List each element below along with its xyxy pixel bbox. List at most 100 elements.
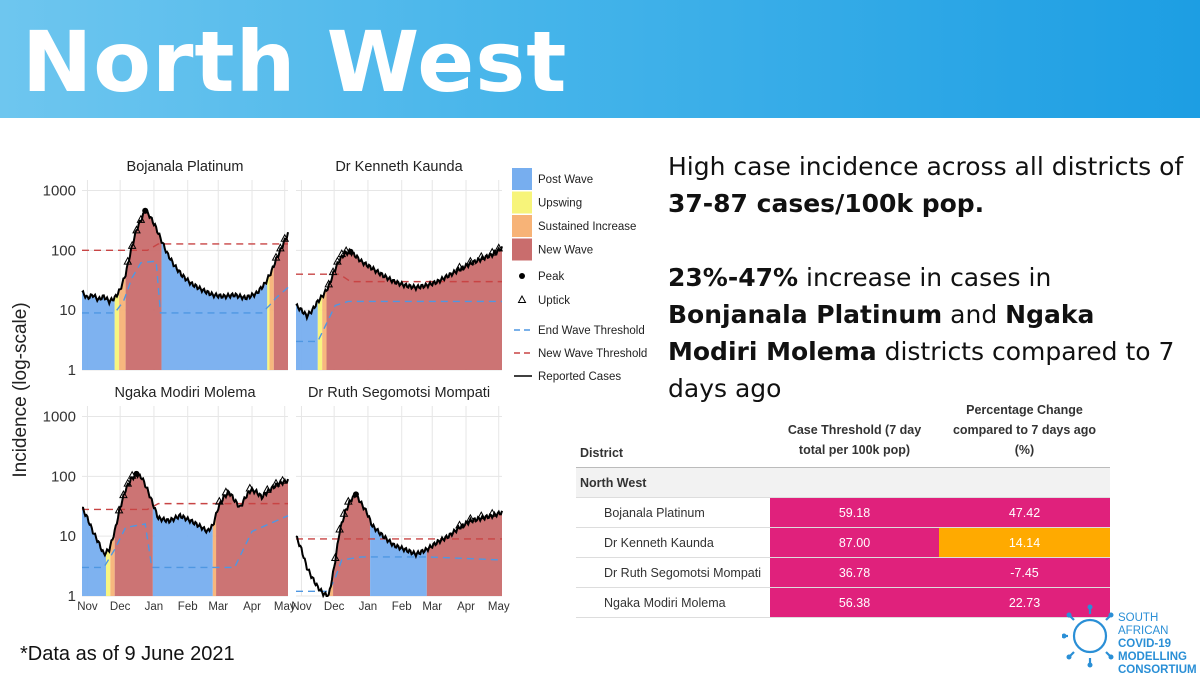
footnote: *Data as of 9 June 2021	[20, 643, 235, 665]
phase-area	[82, 292, 115, 370]
logo-text: SOUTH AFRICAN COVID-19 MODELLING CONSORT…	[1118, 612, 1200, 677]
phase-area	[216, 480, 288, 596]
logo-line: SOUTH AFRICAN	[1118, 612, 1169, 637]
phase-area	[161, 240, 268, 370]
x-tick-label: Apr	[457, 601, 475, 613]
phase-area	[317, 296, 323, 370]
table-row: Dr Kenneth Kaunda 87.00 14.14	[576, 527, 1110, 558]
end-wave-threshold-line	[296, 300, 502, 343]
incidence-charts: Incidence (log-scale) Bojanala Platinum 1 1…	[10, 159, 647, 613]
reported-cases-line	[295, 246, 503, 322]
district-name: Bojanala Platinum	[576, 497, 770, 528]
chart-panel: Dr Kenneth Kaunda	[295, 159, 504, 371]
table-group-row: North West	[576, 467, 1110, 498]
summary-text-part: and	[942, 300, 1006, 329]
uptick-marker	[136, 214, 146, 223]
column-header-change: Percentage Change compared to 7 days ago…	[939, 396, 1110, 468]
legend-label: Reported Cases	[538, 371, 621, 383]
x-tick-label: May	[274, 601, 296, 613]
end-wave-threshold-line	[296, 556, 503, 592]
peak-marker	[352, 491, 359, 498]
phase-area	[326, 247, 502, 370]
uptick-marker	[324, 279, 334, 288]
x-tick-label: Jan	[145, 601, 164, 613]
district-table: District Case Threshold (7 day total per…	[576, 396, 1110, 618]
phase-area	[82, 507, 106, 596]
new-wave-threshold-line	[296, 273, 502, 283]
logo-line: MODELLING	[1118, 651, 1187, 663]
y-tick-label: 1000	[43, 183, 76, 200]
x-tick-label: Dec	[324, 601, 345, 613]
uptick-marker	[271, 252, 281, 261]
uptick-marker	[487, 247, 497, 256]
phase-area	[426, 512, 502, 596]
uptick-marker	[245, 483, 255, 492]
table-row: Ngaka Modiri Molema 56.38 22.73	[576, 587, 1110, 618]
y-tick-label: 100	[51, 468, 76, 485]
uptick-marker	[132, 225, 141, 234]
legend-swatch	[512, 215, 532, 237]
logo-line: COVID-19	[1118, 638, 1172, 650]
phase-area	[333, 494, 371, 596]
uptick-marker	[455, 520, 464, 529]
x-tick-label: Mar	[422, 601, 442, 613]
legend-swatch	[512, 191, 532, 214]
y-tick-label: 10	[59, 528, 76, 545]
end-wave-threshold-line	[82, 260, 289, 314]
x-tick-label: Feb	[178, 601, 198, 613]
x-tick-label: Apr	[243, 601, 261, 613]
legend-label: Uptick	[538, 295, 570, 307]
threshold-cell: 36.78	[770, 557, 939, 588]
phase-area	[114, 291, 120, 370]
group-label: North West	[576, 467, 1110, 498]
column-header-district: District	[576, 396, 770, 468]
uptick-marker	[466, 513, 475, 522]
uptick-marker	[271, 478, 281, 487]
y-tick-label: 100	[51, 242, 76, 259]
uptick-marker	[330, 552, 340, 561]
x-tick-label: Mar	[208, 601, 228, 613]
summary-highlight: Ngaka Modiri Molema	[668, 300, 1095, 366]
uptick-marker	[123, 478, 133, 487]
uptick-marker	[476, 251, 486, 260]
x-tick-label: May	[488, 601, 510, 613]
legend-label: Post Wave	[538, 174, 593, 186]
uptick-marker	[114, 505, 124, 514]
uptick-marker	[278, 475, 287, 484]
uptick-marker	[335, 524, 344, 533]
uptick-marker	[221, 487, 231, 496]
column-header-threshold: Case Threshold (7 day total per 100k pop…	[770, 396, 939, 468]
legend-label: New Wave	[538, 245, 593, 257]
summary-paragraph-1: High case incidence across all districts…	[668, 148, 1188, 222]
summary-highlight: 23%-47%	[668, 263, 799, 292]
panel-title: Dr Kenneth Kaunda	[335, 159, 463, 175]
legend-uptick-marker	[517, 294, 527, 303]
legend-swatch	[512, 168, 532, 190]
district-name: Dr Ruth Segomotsi Mompati	[576, 557, 770, 588]
district-name: Dr Kenneth Kaunda	[576, 527, 770, 558]
peak-marker	[347, 248, 354, 255]
threshold-cell: 56.38	[770, 587, 939, 618]
phase-area	[105, 545, 111, 596]
district-name: Ngaka Modiri Molema	[576, 587, 770, 618]
end-wave-threshold-line	[82, 515, 289, 569]
chart-panel: Bojanala Platinum 1 10 100 1000	[43, 159, 290, 379]
uptick-marker	[276, 243, 285, 252]
logo-line: CONSORTIUM	[1118, 664, 1197, 676]
legend-peak-marker	[519, 273, 525, 279]
summary-text-part: increase in cases in	[798, 263, 1052, 292]
summary-text-part: High case incidence across all districts…	[668, 152, 1184, 181]
y-axis-label: Incidence (log-scale)	[10, 302, 31, 477]
uptick-marker	[214, 496, 224, 505]
uptick-marker	[123, 256, 133, 265]
y-tick-label: 1	[68, 588, 76, 605]
table-header-row: District Case Threshold (7 day total per…	[576, 396, 1110, 468]
change-cell: 22.73	[939, 587, 1110, 618]
change-cell: 14.14	[939, 527, 1110, 558]
legend-label: Upswing	[538, 198, 582, 210]
peak-marker	[133, 470, 140, 477]
legend-label: New Wave Threshold	[538, 348, 647, 360]
phase-area	[267, 275, 270, 370]
peak-marker	[142, 207, 149, 214]
uptick-marker	[339, 508, 349, 517]
